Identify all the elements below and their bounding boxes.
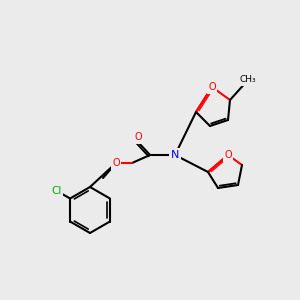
Text: O: O bbox=[208, 82, 216, 92]
Text: Cl: Cl bbox=[51, 185, 61, 196]
Text: CH₃: CH₃ bbox=[240, 76, 256, 85]
Text: O: O bbox=[134, 132, 142, 142]
Text: O: O bbox=[112, 158, 120, 168]
Text: N: N bbox=[171, 150, 179, 160]
Text: O: O bbox=[224, 150, 232, 160]
